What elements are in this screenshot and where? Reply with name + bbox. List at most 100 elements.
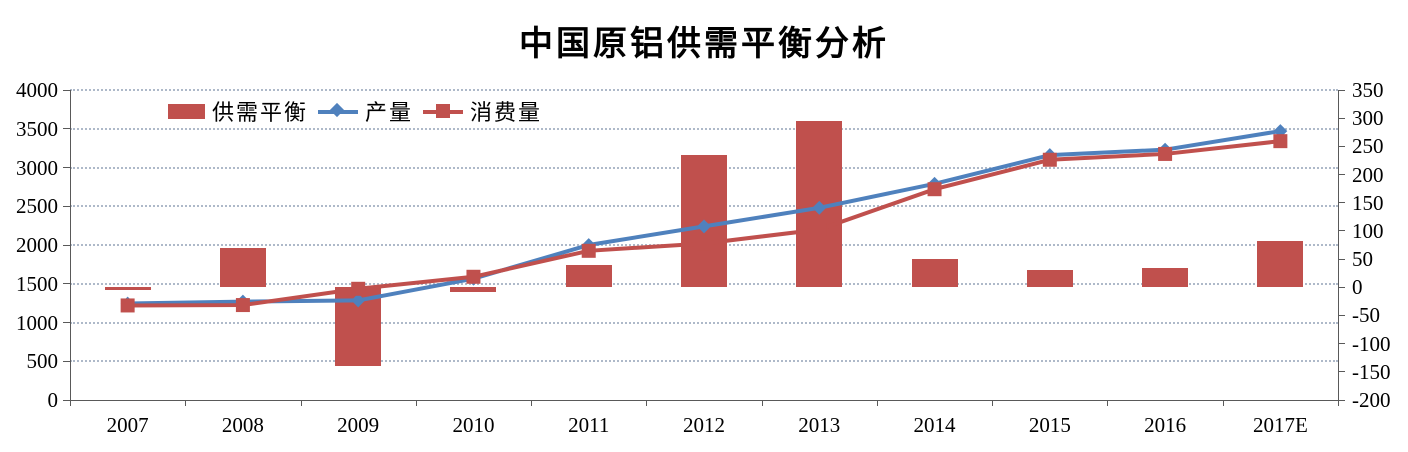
bar-2017E — [1257, 241, 1304, 288]
bar-2015 — [1026, 270, 1073, 288]
left-axis-label: 3000 — [16, 155, 58, 180]
gridline — [70, 127, 1338, 130]
square-marker-icon — [436, 103, 451, 118]
x-axis-tick — [761, 400, 763, 406]
consumption-line-swatch-icon — [423, 103, 464, 119]
right-axis-label: 50 — [1352, 247, 1373, 272]
left-axis-tick — [63, 167, 70, 168]
left-axis-label: 3500 — [16, 116, 58, 141]
production-line-swatch-icon — [318, 102, 359, 119]
left-axis-label: 4000 — [16, 78, 58, 102]
right-axis-tick — [1338, 343, 1345, 345]
x-axis-tick — [1107, 400, 1109, 406]
x-axis-label-2012: 2012 — [683, 413, 725, 437]
right-axis-label: 250 — [1352, 134, 1384, 159]
x-axis-label-2013: 2013 — [798, 413, 841, 437]
left-axis-label: 500 — [26, 349, 59, 374]
left-axis-tick — [63, 399, 70, 401]
x-axis-label-2010: 2010 — [452, 413, 495, 437]
right-axis-label: 150 — [1352, 190, 1384, 215]
right-axis-tick — [1338, 145, 1345, 147]
right-axis-line — [1337, 90, 1339, 406]
bar-2008 — [219, 247, 266, 288]
consumption-marker-2007 — [120, 298, 135, 313]
right-axis-tick — [1338, 399, 1345, 401]
left-axis-tick — [63, 128, 70, 130]
consumption-marker-2014 — [927, 182, 942, 197]
bar-2010 — [450, 287, 497, 292]
consumption-marker-2012 — [697, 236, 711, 251]
chart-legend: 供需平衡 产量 消费量 — [168, 95, 542, 127]
x-axis-tick — [70, 400, 71, 406]
x-axis-label-2009: 2009 — [337, 413, 380, 437]
x-axis-label-2014: 2014 — [913, 413, 956, 437]
x-axis-label-2008: 2008 — [221, 413, 264, 437]
bar-2007 — [104, 287, 151, 291]
right-axis-label: 200 — [1352, 162, 1384, 187]
left-axis-label: 1500 — [16, 271, 58, 296]
left-axis-tick — [63, 244, 70, 246]
x-axis-label-2011: 2011 — [568, 413, 610, 437]
bar-2016 — [1142, 267, 1189, 288]
gridline — [70, 360, 1338, 363]
x-axis-tick — [531, 400, 533, 406]
x-axis-label-2007: 2007 — [106, 413, 149, 437]
legend-label-production: 产量 — [365, 100, 414, 125]
right-axis-label: -50 — [1352, 303, 1380, 328]
x-axis-tick — [185, 400, 187, 406]
right-axis-label: -200 — [1352, 388, 1391, 412]
x-axis-tick — [1338, 400, 1339, 406]
right-axis-tick — [1338, 117, 1345, 119]
left-axis-line — [69, 90, 71, 400]
consumption-marker-2011 — [581, 243, 596, 258]
left-axis-label: 1000 — [16, 310, 58, 335]
right-axis-tick — [1338, 174, 1345, 176]
right-axis-label: 100 — [1352, 218, 1384, 243]
bar-2011 — [565, 264, 612, 288]
left-axis-tick — [63, 283, 70, 285]
right-axis-label: 0 — [1352, 275, 1363, 300]
right-axis-tick — [1338, 286, 1345, 288]
right-axis-label: -150 — [1352, 359, 1391, 384]
legend-item-production: 产量 — [318, 95, 413, 127]
right-axis-tick — [1338, 89, 1345, 91]
consumption-marker-2016 — [1158, 146, 1173, 161]
x-axis-label-2016: 2016 — [1144, 413, 1187, 437]
gridline — [70, 89, 1338, 91]
production-marker-2013 — [812, 200, 827, 215]
x-axis-label-2017E: 2017E — [1252, 413, 1308, 437]
consumption-marker-2009 — [351, 281, 366, 296]
right-axis-tick — [1338, 202, 1345, 204]
balance-bar-swatch-icon — [168, 103, 205, 119]
x-axis-tick — [300, 400, 302, 406]
chart-title: 中国原铝供需平衡分析 — [519, 25, 889, 63]
right-axis-label: 350 — [1352, 78, 1384, 102]
right-axis-tick — [1338, 230, 1345, 232]
right-axis-tick — [1338, 371, 1345, 373]
x-axis-tick — [415, 400, 417, 406]
legend-label-balance: 供需平衡 — [212, 100, 309, 125]
bar-2014 — [911, 259, 958, 288]
left-axis-tick — [63, 322, 70, 323]
x-axis-tick — [1222, 400, 1224, 406]
consumption-marker-2017E — [1273, 134, 1288, 149]
consumption-marker-2013 — [812, 222, 827, 237]
x-axis-tick — [992, 400, 994, 406]
consumption-marker-2008 — [235, 298, 250, 313]
left-axis-tick — [63, 205, 70, 207]
left-axis-tick — [63, 89, 70, 91]
left-axis-label: 0 — [47, 388, 59, 412]
gridline — [70, 321, 1338, 324]
production-marker-2009 — [351, 293, 366, 308]
left-axis-tick — [63, 360, 70, 362]
production-marker-2012 — [697, 219, 711, 234]
legend-item-consumption: 消费量 — [423, 95, 542, 127]
x-axis-label-2015: 2015 — [1028, 413, 1071, 437]
right-axis-label: -100 — [1352, 331, 1391, 356]
consumption-marker-2010 — [466, 269, 481, 284]
left-axis-label: 2500 — [16, 194, 58, 219]
right-axis-tick — [1338, 258, 1345, 260]
right-axis-tick — [1338, 314, 1345, 316]
